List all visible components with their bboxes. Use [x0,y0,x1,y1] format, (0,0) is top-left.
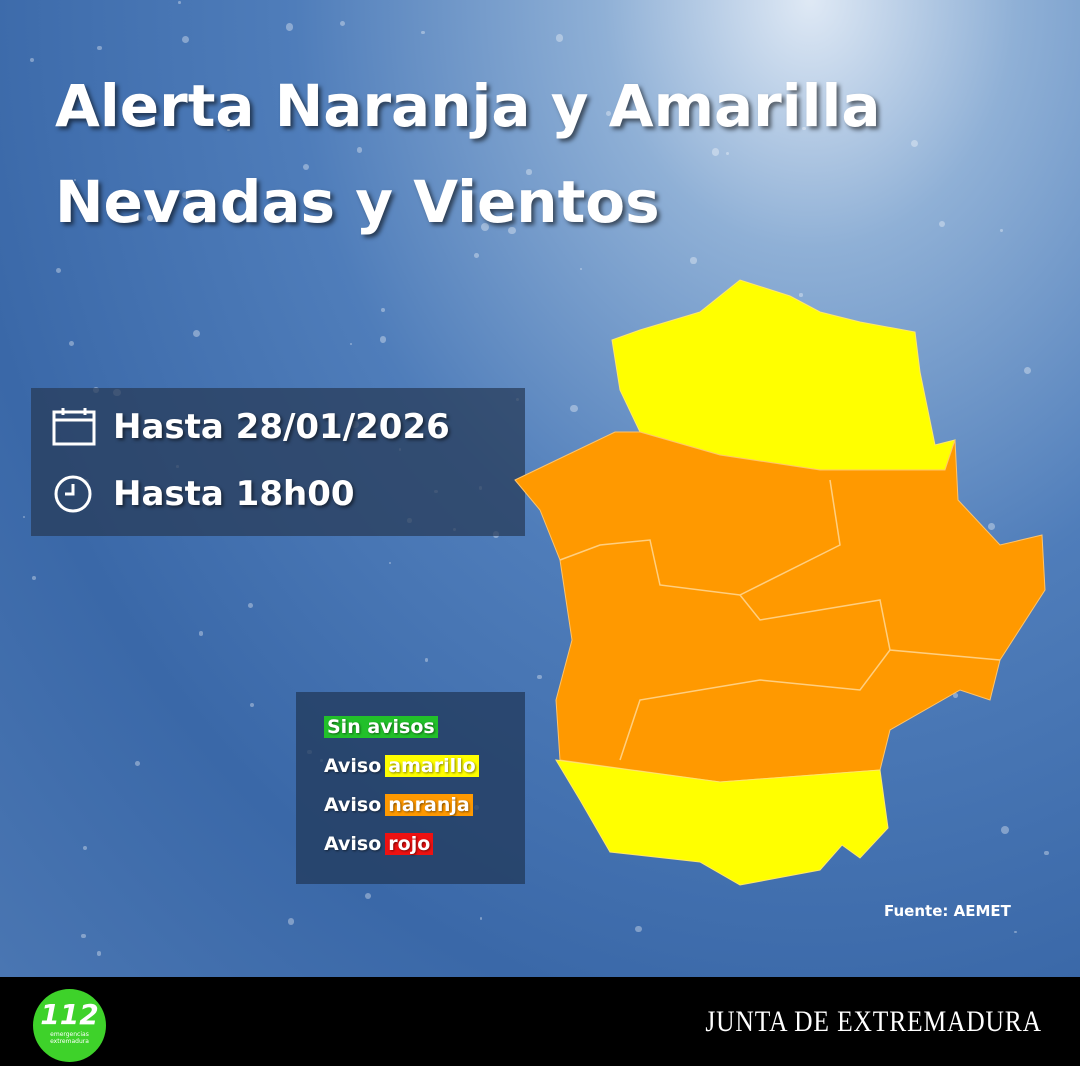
legend-red: rojo [385,833,434,855]
snowflake [192,330,200,338]
legend-none: Sin avisos [324,716,438,738]
time-text: Hasta 18h00 [113,474,355,514]
snowflake [725,151,730,156]
snowflake [364,893,372,900]
snowflake [340,20,346,26]
snowflake [31,576,36,581]
snowflake [69,341,75,347]
snowflake [248,602,254,608]
snowflake [635,926,642,933]
snowflake [605,110,611,116]
snowflake [146,214,153,221]
junta-extremadura-logo: JUNTA DE EXTREMADURA [705,1005,1042,1038]
legend-prefix: Aviso [324,794,382,816]
snowflake [97,45,103,51]
snowflake [349,343,352,346]
snowflake [182,192,189,199]
snowflake [285,23,293,31]
snowflake [481,223,490,232]
snowflake [81,933,87,939]
clock-icon [54,475,92,513]
snowflake [711,147,720,156]
snowflake [96,950,102,956]
date-text: Hasta 28/01/2026 [113,407,450,447]
calendar-icon [52,408,96,446]
snowflake [356,147,363,153]
snowflake [910,139,918,147]
source-text: Fuente: AEMET [884,902,1011,920]
snowflake [73,178,77,182]
snowflake [388,562,391,565]
snowflake [579,267,582,271]
legend-orange: naranja [385,794,473,816]
snowflake [303,163,310,170]
snowflake [570,404,578,413]
snowflake [1023,367,1032,375]
snowflake [56,268,62,274]
extremadura-map [514,279,1046,886]
snowflake [288,918,295,925]
legend-prefix: Aviso [324,833,382,855]
snowflake [508,226,516,234]
snowflake [537,674,542,680]
snowflake [802,126,806,130]
map-region-south-yellow [555,759,889,886]
snowflake [29,58,34,63]
snowflake [1000,229,1003,232]
snowflake [83,845,88,850]
snowflake [479,917,483,921]
snowflake [555,33,564,42]
snowflake [182,35,190,43]
title-line-2: Nevadas y Vientos [55,168,660,236]
legend-prefix: Aviso [324,755,382,777]
snowflake [177,0,181,4]
legend: Sin avisos Aviso amarillo Aviso naranja Av… [296,692,525,884]
snowflake [379,336,387,343]
snowflake [421,30,425,34]
map-region-center-orange [514,431,1046,783]
snowflake [690,257,697,264]
snowflake [1044,850,1050,856]
snowflake [250,703,255,708]
snowflake [425,658,429,662]
112-logo: 112 emergencias extremadura [33,989,106,1062]
snowflake [22,515,26,519]
validity-box: Hasta 28/01/2026 Hasta 18h00 [31,388,525,536]
snowflake [198,631,203,636]
snowflake [227,128,230,132]
snowflake [1014,931,1017,934]
snowflake [380,308,385,312]
snowflake [939,220,946,227]
snowflake [526,169,532,175]
snowflake [953,692,958,698]
snowflake [987,523,995,530]
title-line-1: Alerta Naranja y Amarilla [55,72,881,140]
legend-yellow: amarillo [385,755,479,777]
snowflake [474,253,480,259]
snowflake [135,761,140,767]
snowflake [1001,825,1009,834]
snowflake [799,293,803,297]
footer: 112 emergencias extremadura JUNTA DE EXT… [0,977,1080,1066]
